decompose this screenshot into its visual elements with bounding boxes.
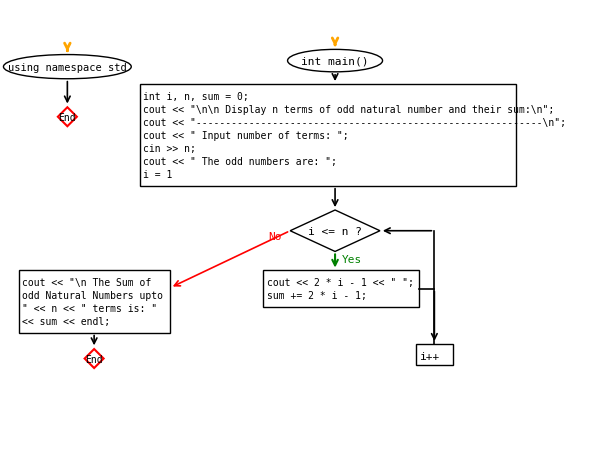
Text: cout << "-----------------------------------------------------------\n";: cout << "-------------------------------… — [144, 118, 567, 128]
Bar — [140, 85, 516, 186]
Text: i = 1: i = 1 — [144, 169, 173, 179]
Text: End: End — [85, 354, 103, 364]
Text: odd Natural Numbers upto: odd Natural Numbers upto — [22, 291, 164, 301]
Text: i++: i++ — [420, 351, 440, 361]
Text: int main(): int main() — [301, 56, 369, 67]
Text: << sum << endl;: << sum << endl; — [22, 317, 110, 326]
Text: cout << "\n\n Display n terms of odd natural number and their sum:\n";: cout << "\n\n Display n terms of odd nat… — [144, 105, 554, 115]
Text: End: End — [59, 112, 76, 123]
Text: cout << " Input number of terms: ";: cout << " Input number of terms: "; — [144, 130, 349, 140]
Text: " << n << " terms is: ": " << n << " terms is: " — [22, 303, 158, 313]
Bar — [19, 271, 170, 333]
Text: No: No — [268, 232, 282, 242]
Text: cout << "\n The Sum of: cout << "\n The Sum of — [22, 278, 152, 288]
Text: i <= n ?: i <= n ? — [308, 226, 362, 236]
Text: cout << " The odd numbers are: ";: cout << " The odd numbers are: "; — [144, 156, 337, 166]
Text: cout << 2 * i - 1 << " ";: cout << 2 * i - 1 << " "; — [267, 278, 414, 288]
Text: sum += 2 * i - 1;: sum += 2 * i - 1; — [267, 291, 367, 301]
Bar — [416, 344, 453, 365]
Text: cin >> n;: cin >> n; — [144, 143, 196, 153]
Text: int i, n, sum = 0;: int i, n, sum = 0; — [144, 92, 249, 101]
Bar — [264, 271, 419, 307]
Text: using namespace std: using namespace std — [8, 62, 127, 73]
Text: Yes: Yes — [342, 254, 362, 264]
